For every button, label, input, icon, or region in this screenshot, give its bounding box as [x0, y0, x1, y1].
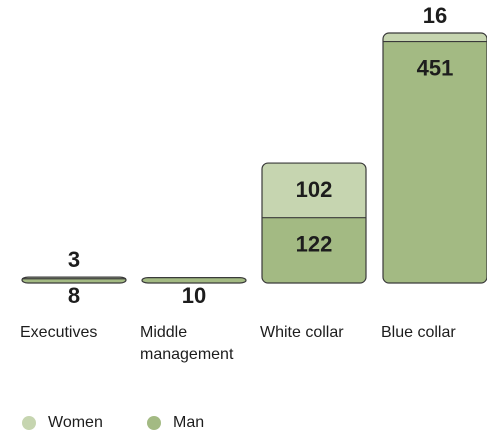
bar-segment — [142, 277, 246, 283]
bar-segment — [262, 163, 366, 218]
value-label: 16 — [423, 3, 447, 28]
bar-outline — [261, 162, 367, 284]
legend-label: Women — [48, 414, 103, 431]
category-label: Executives — [20, 324, 98, 341]
value-label: 102 — [296, 177, 333, 202]
bar-segment — [262, 217, 366, 283]
bar-outline — [141, 277, 247, 284]
legend-item: Women — [22, 414, 103, 432]
value-label: 10 — [182, 283, 206, 308]
category-label: Middle management — [140, 324, 234, 363]
legend-item: Man — [147, 414, 204, 432]
bar-segment — [383, 41, 487, 283]
bar-segment — [22, 278, 126, 283]
legend-swatch — [22, 416, 36, 430]
legend-label: Man — [173, 414, 205, 431]
bar-outline — [382, 32, 487, 284]
category-label: White collar — [260, 324, 344, 341]
bar-segment — [22, 277, 126, 279]
value-label: 8 — [68, 283, 80, 308]
value-label: 451 — [417, 55, 454, 80]
bar-outline — [21, 276, 127, 284]
bar-segment — [383, 33, 487, 42]
value-label: 122 — [296, 232, 333, 257]
legend-swatch — [147, 416, 161, 430]
category-label: Blue collar — [381, 324, 456, 341]
value-label: 3 — [68, 247, 80, 272]
